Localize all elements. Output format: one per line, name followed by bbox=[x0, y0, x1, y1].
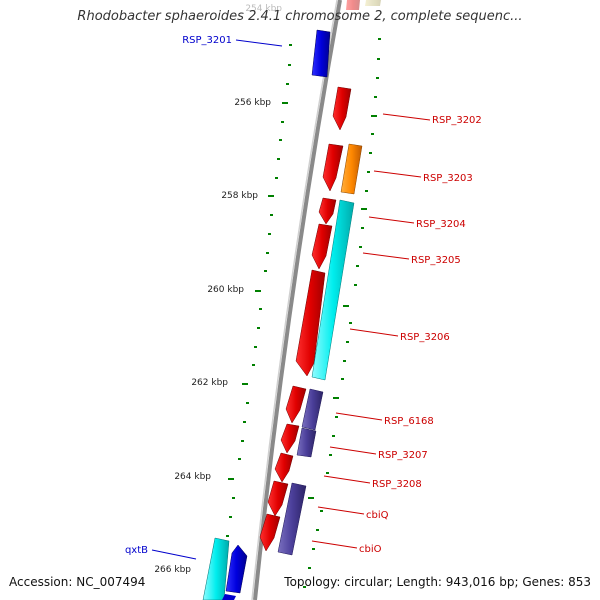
gene-tail bbox=[222, 594, 236, 600]
leader-RSP_6168 bbox=[335, 412, 383, 421]
gene-RSP_3207[interactable] bbox=[280, 423, 300, 454]
leader-RSP_3201 bbox=[235, 39, 283, 47]
gene-label-RSP_3205[interactable]: RSP_3205 bbox=[411, 255, 461, 266]
gene-label-cbiQ[interactable]: cbiQ bbox=[366, 510, 389, 521]
kbp-label-258: 258 kbp bbox=[221, 191, 258, 201]
accession-label: Accession: NC_007494 bbox=[9, 575, 146, 589]
cog-band-purple-1 bbox=[301, 388, 324, 431]
cog-band-purple-2 bbox=[296, 427, 317, 458]
gene-RSP_3204[interactable] bbox=[318, 197, 337, 225]
gene-RSP_3202[interactable] bbox=[332, 86, 352, 131]
gene-RSP_3208[interactable] bbox=[274, 452, 294, 483]
backbone-highlight bbox=[251, 0, 338, 600]
gene-RSP_3205[interactable] bbox=[311, 223, 333, 270]
leader-RSP_3205 bbox=[362, 252, 410, 260]
gene-label-RSP_3208[interactable]: RSP_3208 bbox=[372, 479, 422, 490]
major-tick bbox=[242, 383, 248, 385]
backbone bbox=[253, 0, 342, 600]
leader-RSP_3203 bbox=[373, 170, 422, 178]
kbp-label-264: 264 kbp bbox=[174, 472, 211, 482]
gene-cbiO[interactable] bbox=[259, 513, 281, 552]
cog-band-orange bbox=[340, 143, 363, 195]
leader-RSP_3208 bbox=[323, 475, 371, 484]
gene-qxtB-cog[interactable] bbox=[202, 537, 230, 600]
faded-gene-top bbox=[346, 0, 381, 10]
gene-label-qxtB[interactable]: qxtB bbox=[125, 545, 148, 556]
leader-cbiO bbox=[311, 540, 358, 549]
gene-RSP_3201[interactable] bbox=[311, 29, 331, 78]
inner-tick-dots bbox=[209, 44, 292, 592]
gene-RSP_6168[interactable] bbox=[285, 385, 307, 424]
gene-cbiQ[interactable] bbox=[267, 480, 289, 517]
cog-band-purple-3 bbox=[277, 482, 307, 556]
gene-qxtB[interactable] bbox=[225, 544, 248, 594]
leader-RSP_3204 bbox=[368, 216, 415, 224]
leader-RSP_3207 bbox=[329, 446, 377, 455]
kbp-label-260: 260 kbp bbox=[207, 285, 244, 295]
gene-label-RSP_3206[interactable]: RSP_3206 bbox=[400, 332, 450, 343]
gene-label-RSP_3202[interactable]: RSP_3202 bbox=[432, 115, 482, 126]
kbp-label-266: 266 kbp bbox=[154, 565, 191, 575]
gene-label-RSP_3207[interactable]: RSP_3207 bbox=[378, 450, 428, 461]
summary-label: Topology: circular; Length: 943,016 bp; … bbox=[284, 575, 591, 589]
gene-label-cbiO[interactable]: cbiO bbox=[359, 544, 382, 555]
major-tick bbox=[282, 102, 288, 104]
kbp-label-254: 254 kbp bbox=[245, 4, 282, 14]
leader-RSP_3202 bbox=[382, 113, 431, 121]
gene-RSP_3203[interactable] bbox=[322, 143, 344, 192]
kbp-label-262: 262 kbp bbox=[191, 378, 228, 388]
gene-label-RSP_6168[interactable]: RSP_6168 bbox=[384, 416, 434, 427]
kbp-label-256: 256 kbp bbox=[234, 98, 271, 108]
leader-RSP_3206 bbox=[349, 328, 399, 337]
major-tick bbox=[255, 290, 261, 292]
cog-band-cyan bbox=[311, 199, 355, 381]
gene-RSP_3206[interactable] bbox=[295, 269, 326, 377]
gene-label-RSP_3201[interactable]: RSP_3201 bbox=[182, 35, 232, 46]
map-title: Rhodobacter sphaeroides 2.4.1 chromosome… bbox=[77, 9, 523, 24]
outer-tick-dots bbox=[303, 38, 381, 588]
gene-label-RSP_3203[interactable]: RSP_3203 bbox=[423, 173, 473, 184]
major-tick bbox=[228, 478, 234, 480]
leader-cbiQ bbox=[317, 506, 365, 515]
gene-label-RSP_3204[interactable]: RSP_3204 bbox=[416, 219, 466, 230]
major-tick bbox=[268, 195, 274, 197]
leader-qxtB bbox=[151, 549, 197, 560]
